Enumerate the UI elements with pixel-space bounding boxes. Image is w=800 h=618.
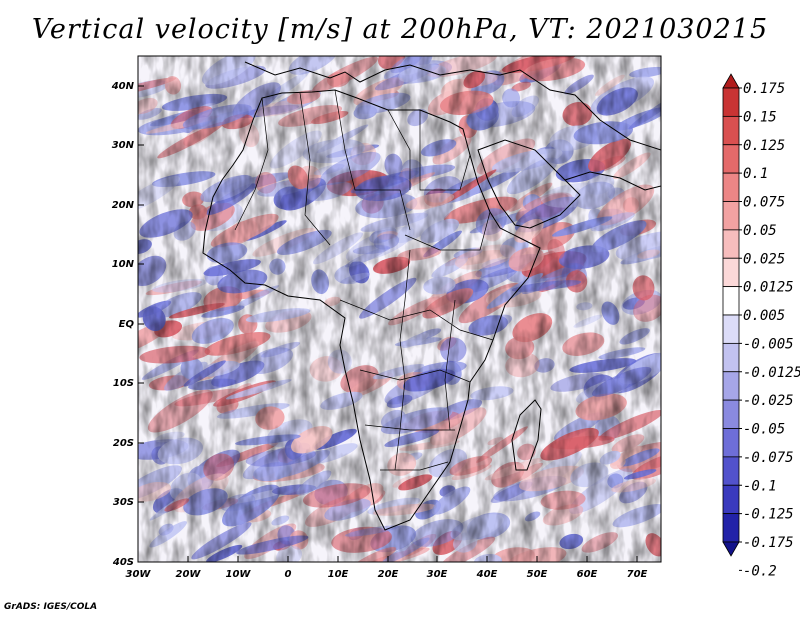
lon-tick-label: 30E <box>427 569 448 580</box>
border-line <box>444 299 456 431</box>
velocity-field <box>138 56 661 562</box>
europe-coastline <box>244 61 661 151</box>
colorbar: 0.175 0.15 0.125 0.1 0.075 0.05 0.025 0.0125 0.0… <box>722 73 800 579</box>
colorbar-label: 0.1 <box>743 166 768 182</box>
colorbar-label: -0.125 <box>743 507 794 523</box>
border-line <box>299 92 331 246</box>
border-line <box>380 461 449 471</box>
colorbar-cap-bottom <box>722 541 740 557</box>
lon-tick-label: 10E <box>328 569 349 580</box>
colorbar-swatch <box>722 286 740 316</box>
lat-tick-label: EQ <box>119 319 135 330</box>
colorbar-swatch <box>722 314 740 344</box>
lon-tick-label: 60E <box>577 569 598 580</box>
colorbar-label: -0.005 <box>743 336 794 352</box>
map-frame <box>137 55 662 563</box>
colorbar-label: -0.05 <box>743 422 785 438</box>
lon-tick-label: 10W <box>226 569 252 580</box>
border-line <box>364 424 455 431</box>
colorbar-label: 0.005 <box>743 308 785 324</box>
colorbar-swatch <box>722 115 740 146</box>
border-line <box>359 369 471 383</box>
colorbar-label: 0.125 <box>743 138 785 154</box>
colorbar-swatch <box>722 484 740 515</box>
lon-tick-label: 50E <box>527 569 548 580</box>
colorbar-label: 0.075 <box>743 195 785 211</box>
streak-texture <box>138 56 661 562</box>
colorbar-label: 0.025 <box>743 251 785 267</box>
colorbar-swatch <box>722 371 740 401</box>
colorbar-swatch <box>722 201 740 231</box>
border-line <box>404 211 491 251</box>
lon-tick-label: 30W <box>126 569 152 580</box>
lat-tick-label: 40S <box>112 557 134 568</box>
lat-tick-label: 10S <box>113 378 134 389</box>
lat-tick-label: 20S <box>113 438 134 449</box>
colorbar-swatch <box>722 87 740 117</box>
chart-title: Vertical velocity [m/s] at 200hPa, VT: 2… <box>31 14 769 45</box>
lat-tick-label: 10N <box>112 259 135 270</box>
colorbar-label: -0.2 <box>743 563 777 579</box>
colorbar-label: 0.05 <box>743 223 777 239</box>
iran-coastline <box>564 171 661 191</box>
lon-tick-label: 20E <box>378 569 399 580</box>
madagascar-coastline <box>511 399 542 471</box>
colorbar-label: 0.15 <box>743 109 777 125</box>
country-borders <box>234 89 494 471</box>
border-line <box>234 97 269 231</box>
border-line <box>334 89 411 231</box>
africa-coastline <box>202 89 541 531</box>
border-line <box>339 299 494 341</box>
colorbar-swatch <box>722 513 740 543</box>
colorbar-swatch <box>722 342 740 373</box>
colorbar-swatch <box>722 172 740 202</box>
lat-tick-label: 40N <box>111 81 135 92</box>
lat-tick-label: 30S <box>113 497 134 508</box>
border-line <box>394 249 411 471</box>
coastlines <box>202 61 661 531</box>
colorbar-swatch <box>722 399 740 429</box>
colorbar-label: -0.075 <box>743 450 794 466</box>
lat-tick-label: 30N <box>112 140 135 151</box>
lon-tick-label: 40E <box>476 569 498 580</box>
border-line <box>419 110 471 191</box>
lat-tick-label: 20N <box>112 200 135 211</box>
colorbar-cap-top <box>722 73 740 89</box>
lon-tick-label: 70E <box>627 569 648 580</box>
lon-tick-label: 20W <box>176 569 202 580</box>
colorbar-swatch <box>722 229 740 259</box>
colorbar-swatch <box>722 144 740 174</box>
colorbar-swatch <box>722 456 740 486</box>
longitude-axis: 30W 20W 10W 0 10E 20E 30E 40E 50E 60E 70… <box>126 556 648 580</box>
colorbar-label: -0.1 <box>743 478 777 494</box>
colorbar-label: 0.175 <box>743 81 785 97</box>
colorbar-swatch <box>722 428 740 458</box>
colorbar-label: -0.175 <box>743 535 794 551</box>
grads-credit: GrADS: IGES/COLA <box>4 602 98 612</box>
latitude-axis: 40N 30N 20N 10N EQ 10S 20S 30S 40S <box>111 81 144 568</box>
colorbar-swatch <box>722 257 740 288</box>
arabia-coastline <box>477 139 581 229</box>
border-line <box>387 109 411 190</box>
lon-tick-label: 0 <box>285 569 292 580</box>
colorbar-label: 0.0125 <box>743 280 794 296</box>
colorbar-label: -0.0125 <box>743 365 800 381</box>
colorbar-label: -0.025 <box>743 393 794 409</box>
